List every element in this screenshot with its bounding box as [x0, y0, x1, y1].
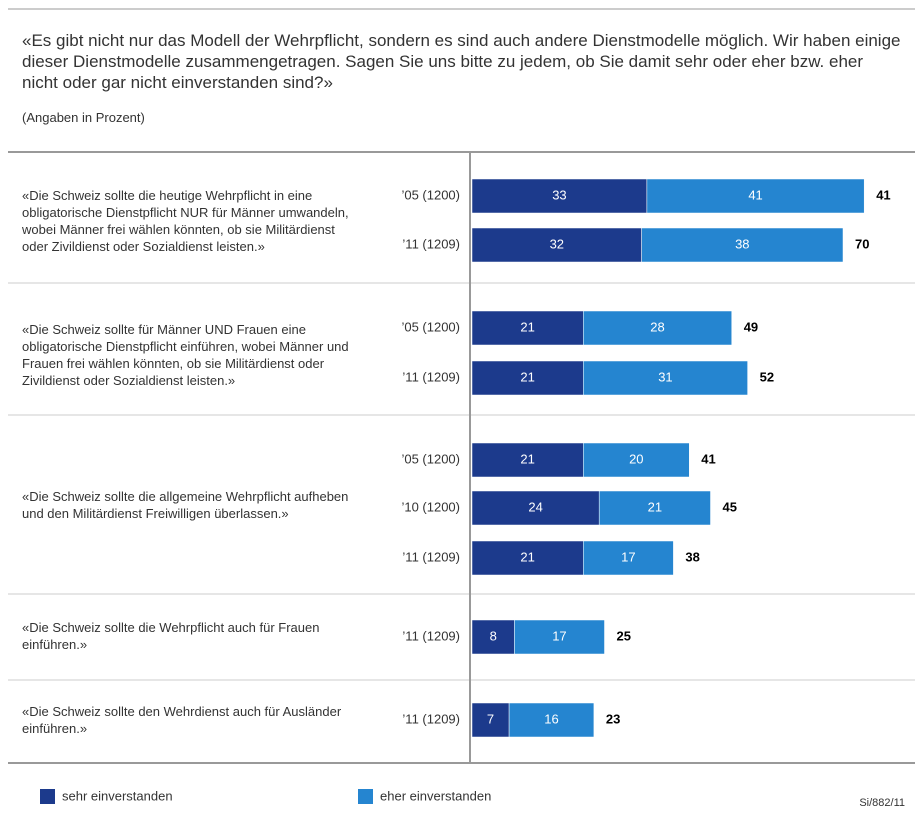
total-label: 23: [606, 711, 620, 726]
total-label: 25: [617, 628, 631, 643]
bar-segment: [508, 702, 595, 738]
row-label: ’11 (1209): [402, 369, 460, 384]
bar-segment: [583, 540, 674, 576]
bar-value-label: 20: [629, 451, 643, 466]
bar-value-label: 31: [658, 369, 672, 384]
bar-segment: [471, 490, 600, 526]
row-label: ’11 (1209): [402, 549, 460, 564]
bar-segment: [583, 360, 748, 396]
row-label: ’11 (1209): [402, 628, 460, 643]
bar-segment: [598, 490, 711, 526]
statement: «Die Schweiz sollte die Wehrpflicht auch…: [22, 620, 320, 652]
bar-segment: [471, 619, 515, 655]
bar-value-label: 16: [544, 711, 558, 726]
bar-segment: [514, 619, 605, 655]
subtitle: (Angaben in Prozent): [22, 110, 145, 125]
bar-segment: [646, 178, 865, 214]
title: «Es gibt nicht nur das Modell der Wehrpf…: [22, 31, 901, 92]
bar-value-label: 38: [735, 236, 749, 251]
bar-value-label: 33: [552, 187, 566, 202]
statement: «Die Schweiz sollte den Wehrdienst auch …: [22, 704, 342, 736]
bar-value-label: 21: [520, 451, 534, 466]
total-label: 45: [723, 499, 737, 514]
statement: «Die Schweiz sollte die heutige Wehrpfli…: [22, 188, 349, 254]
bar-value-label: 32: [550, 236, 564, 251]
row-label: ’10 (1200): [401, 499, 460, 514]
bar-segment: [471, 227, 642, 263]
statement: «Die Schweiz sollte die allgemeine Wehrp…: [22, 489, 349, 521]
total-label: 49: [744, 319, 758, 334]
total-label: 41: [701, 451, 715, 466]
row-label: ’11 (1209): [402, 711, 460, 726]
total-label: 52: [760, 369, 774, 384]
legend-label: sehr einverstanden: [62, 788, 173, 803]
legend-swatch: [40, 789, 55, 804]
bar-segment: [641, 227, 844, 263]
row-label: ’05 (1200): [401, 187, 460, 202]
total-label: 70: [855, 236, 869, 251]
bar-value-label: 24: [528, 499, 542, 514]
bar-segment: [583, 442, 690, 478]
bar-value-label: 17: [552, 628, 566, 643]
bar-value-label: 41: [748, 187, 762, 202]
bar-segment: [471, 310, 584, 346]
bar-value-label: 21: [520, 369, 534, 384]
bar-segment: [471, 178, 648, 214]
total-label: 38: [685, 549, 699, 564]
bar-segment: [471, 540, 584, 576]
row-label: ’05 (1200): [401, 451, 460, 466]
statement: «Die Schweiz sollte für Männer UND Fraue…: [22, 322, 349, 388]
row-label: ’11 (1209): [402, 236, 460, 251]
source: Si/882/11: [859, 797, 905, 809]
bar-value-label: 21: [520, 549, 534, 564]
row-label: ’05 (1200): [401, 319, 460, 334]
bar-value-label: 21: [648, 499, 662, 514]
bar-value-label: 8: [490, 628, 497, 643]
bar-segment: [471, 360, 584, 396]
bar-segment: [471, 702, 510, 738]
bar-value-label: 21: [520, 319, 534, 334]
legend-swatch: [358, 789, 373, 804]
bar-segment: [583, 310, 732, 346]
total-label: 41: [876, 187, 890, 202]
bar-value-label: 17: [621, 549, 635, 564]
legend-label: eher einverstanden: [380, 788, 491, 803]
bar-value-label: 28: [650, 319, 664, 334]
bar-value-label: 7: [487, 711, 494, 726]
